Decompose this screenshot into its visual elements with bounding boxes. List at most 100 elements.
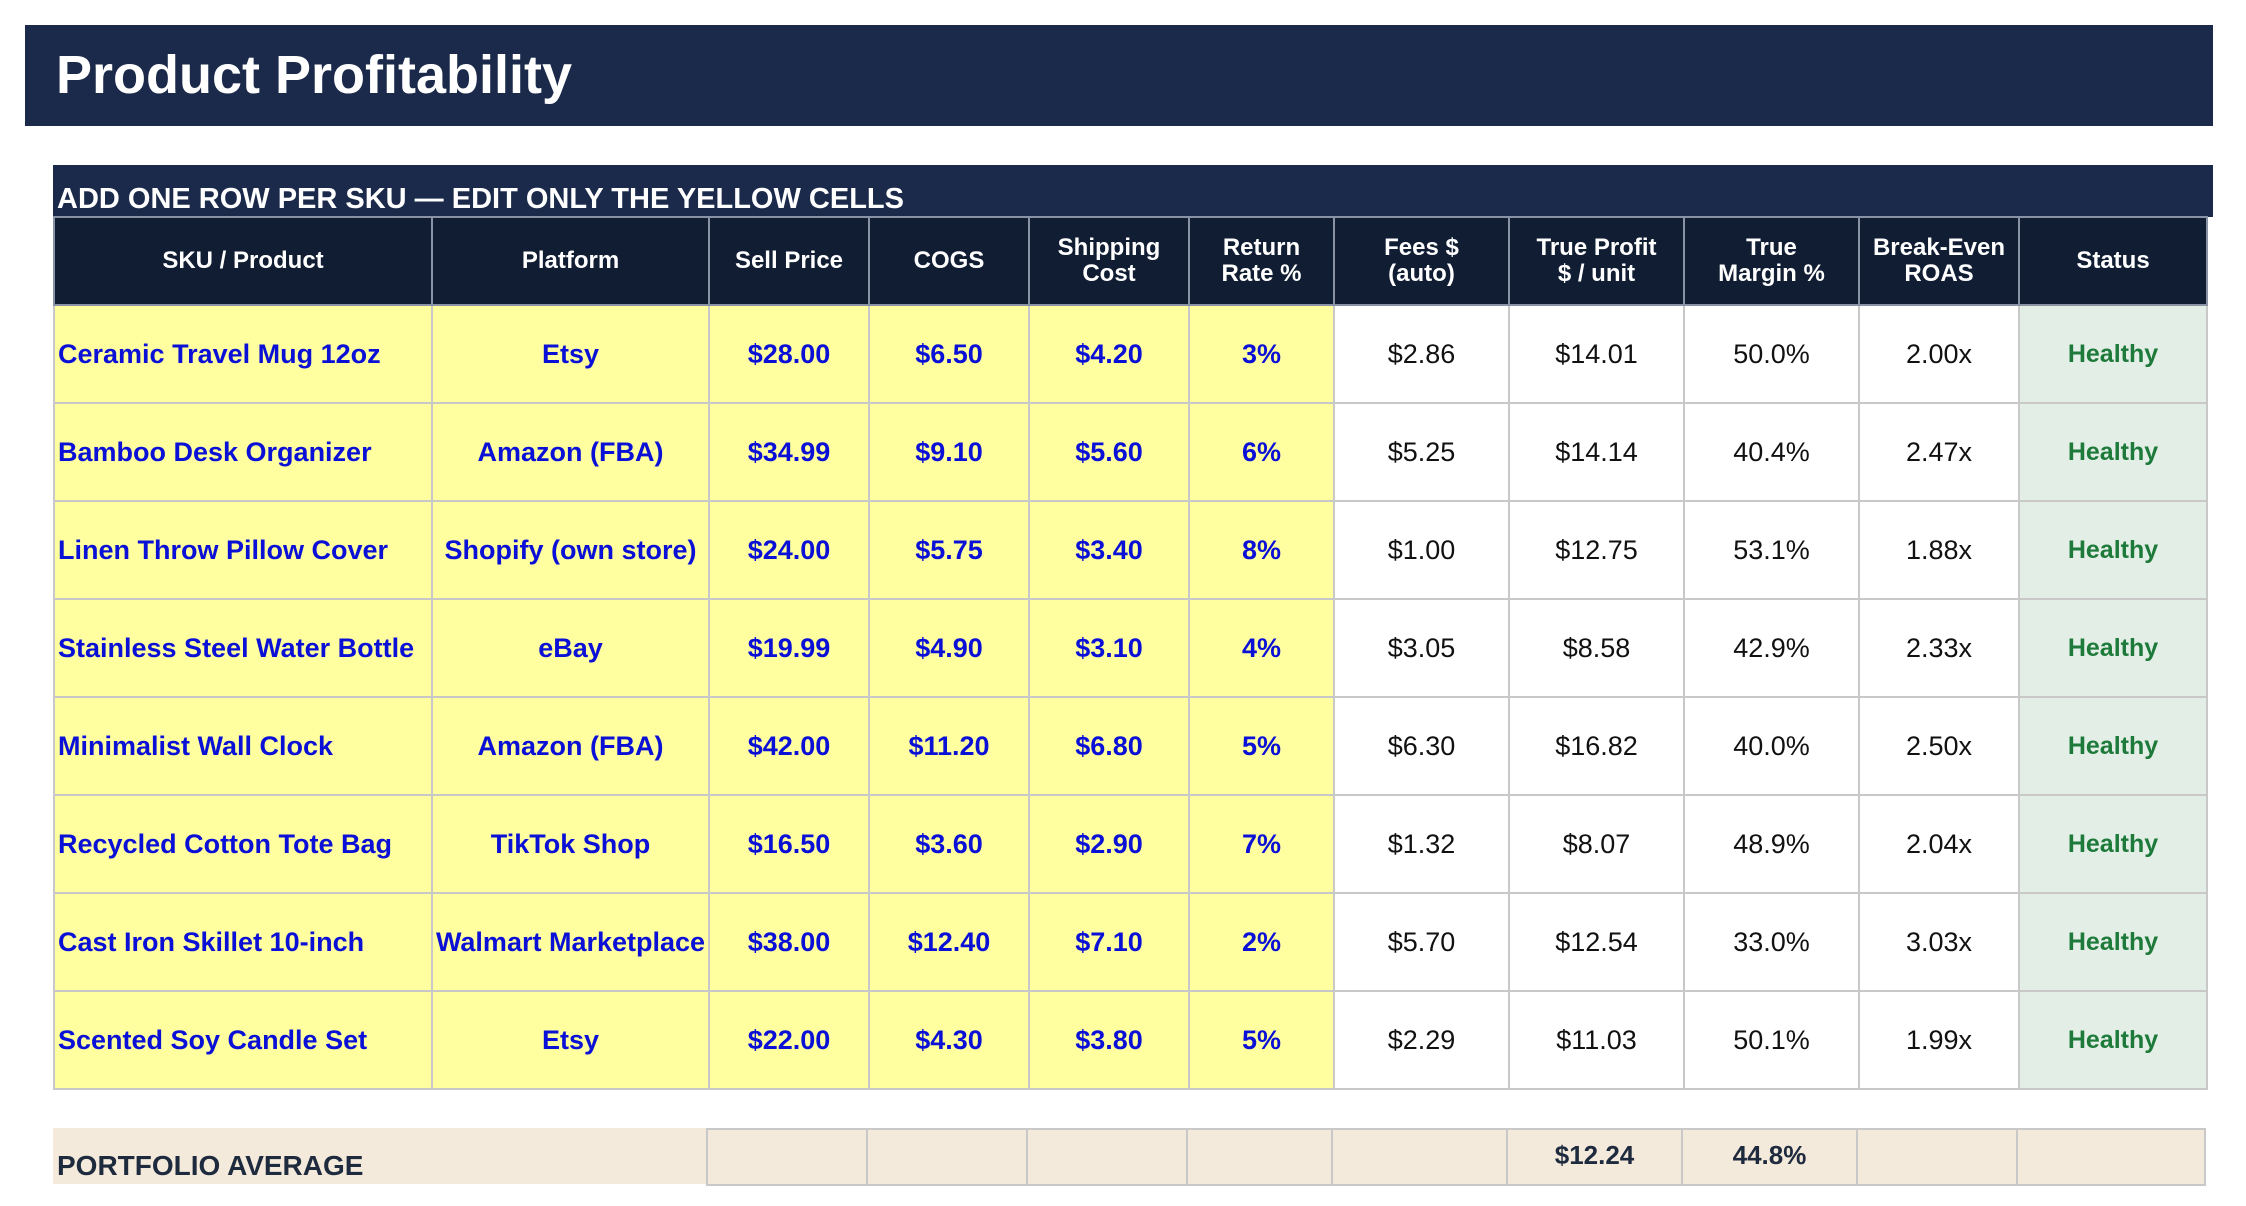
return-rate-cell[interactable]: 4% <box>1188 598 1335 698</box>
status-badge: Healthy <box>2018 500 2208 600</box>
sku-cell[interactable]: Ceramic Travel Mug 12oz <box>53 304 433 404</box>
shipping-cost-cell[interactable]: $2.90 <box>1028 794 1190 894</box>
sku-cell[interactable]: Cast Iron Skillet 10-inch <box>53 892 433 992</box>
status-badge: Healthy <box>2018 402 2208 502</box>
sku-cell[interactable]: Minimalist Wall Clock <box>53 696 433 796</box>
sku-cell[interactable]: Scented Soy Candle Set <box>53 990 433 1090</box>
instructions-text: ADD ONE ROW PER SKU — EDIT ONLY THE YELL… <box>57 183 904 215</box>
break-even-roas-cell: 1.88x <box>1858 500 2020 600</box>
true-margin-cell: 48.9% <box>1683 794 1860 894</box>
true-margin-cell: 53.1% <box>1683 500 1860 600</box>
sell-price-cell[interactable]: $34.99 <box>708 402 870 502</box>
platform-cell[interactable]: Amazon (FBA) <box>431 696 710 796</box>
break-even-roas-cell: 3.03x <box>1858 892 2020 992</box>
col-header-fees: Fees $ (auto) <box>1333 216 1510 306</box>
return-rate-cell[interactable]: 8% <box>1188 500 1335 600</box>
col-header-true-profit: True Profit $ / unit <box>1508 216 1685 306</box>
table-row: Minimalist Wall Clock Amazon (FBA) $42.00 $… <box>53 696 2208 796</box>
page-title: Product Profitability <box>56 45 573 105</box>
sell-price-cell[interactable]: $16.50 <box>708 794 870 894</box>
true-profit-cell: $14.14 <box>1508 402 1685 502</box>
sell-price-cell[interactable]: $42.00 <box>708 696 870 796</box>
break-even-roas-cell: 2.04x <box>1858 794 2020 894</box>
sku-cell[interactable]: Recycled Cotton Tote Bag <box>53 794 433 894</box>
fees-cell: $5.70 <box>1333 892 1510 992</box>
avg-shipping-cell <box>1026 1128 1188 1186</box>
platform-cell[interactable]: Shopify (own store) <box>431 500 710 600</box>
platform-cell[interactable]: Etsy <box>431 990 710 1090</box>
status-badge: Healthy <box>2018 892 2208 992</box>
true-profit-cell: $16.82 <box>1508 696 1685 796</box>
return-rate-cell[interactable]: 5% <box>1188 696 1335 796</box>
true-profit-cell: $11.03 <box>1508 990 1685 1090</box>
sku-cell[interactable]: Stainless Steel Water Bottle <box>53 598 433 698</box>
fees-cell: $5.25 <box>1333 402 1510 502</box>
shipping-cost-cell[interactable]: $5.60 <box>1028 402 1190 502</box>
avg-roas-cell <box>1856 1128 2018 1186</box>
avg-fees-cell <box>1331 1128 1508 1186</box>
platform-cell[interactable]: Walmart Marketplace <box>431 892 710 992</box>
true-margin-cell: 40.4% <box>1683 402 1860 502</box>
true-margin-cell: 50.0% <box>1683 304 1860 404</box>
shipping-cost-cell[interactable]: $3.10 <box>1028 598 1190 698</box>
break-even-roas-cell: 1.99x <box>1858 990 2020 1090</box>
platform-cell[interactable]: Etsy <box>431 304 710 404</box>
cogs-cell[interactable]: $6.50 <box>868 304 1030 404</box>
portfolio-average-label: PORTFOLIO AVERAGE <box>57 1150 364 1181</box>
break-even-roas-cell: 2.50x <box>1858 696 2020 796</box>
true-margin-cell: 42.9% <box>1683 598 1860 698</box>
return-rate-cell[interactable]: 6% <box>1188 402 1335 502</box>
portfolio-average-label-cell: PORTFOLIO AVERAGE <box>53 1128 706 1184</box>
shipping-cost-cell[interactable]: $7.10 <box>1028 892 1190 992</box>
cogs-cell[interactable]: $4.90 <box>868 598 1030 698</box>
table-row: Cast Iron Skillet 10-inch Walmart Marketp… <box>53 892 2208 992</box>
return-rate-cell[interactable]: 5% <box>1188 990 1335 1090</box>
col-header-sell-price: Sell Price <box>708 216 870 306</box>
col-header-shipping-cost: Shipping Cost <box>1028 216 1190 306</box>
status-badge: Healthy <box>2018 990 2208 1090</box>
avg-cogs-cell <box>866 1128 1028 1186</box>
platform-cell[interactable]: eBay <box>431 598 710 698</box>
sku-cell[interactable]: Linen Throw Pillow Cover <box>53 500 433 600</box>
return-rate-cell[interactable]: 3% <box>1188 304 1335 404</box>
col-header-sku: SKU / Product <box>53 216 433 306</box>
shipping-cost-cell[interactable]: $4.20 <box>1028 304 1190 404</box>
table-body: Ceramic Travel Mug 12oz Etsy $28.00 $6.50 $4… <box>53 304 2208 1090</box>
col-header-true-margin: True Margin % <box>1683 216 1860 306</box>
platform-cell[interactable]: TikTok Shop <box>431 794 710 894</box>
sell-price-cell[interactable]: $28.00 <box>708 304 870 404</box>
true-profit-cell: $14.01 <box>1508 304 1685 404</box>
cogs-cell[interactable]: $5.75 <box>868 500 1030 600</box>
sell-price-cell[interactable]: $24.00 <box>708 500 870 600</box>
cogs-cell[interactable]: $11.20 <box>868 696 1030 796</box>
sku-cell[interactable]: Bamboo Desk Organizer <box>53 402 433 502</box>
fees-cell: $3.05 <box>1333 598 1510 698</box>
cogs-cell[interactable]: $9.10 <box>868 402 1030 502</box>
return-rate-cell[interactable]: 7% <box>1188 794 1335 894</box>
true-margin-cell: 50.1% <box>1683 990 1860 1090</box>
sell-price-cell[interactable]: $38.00 <box>708 892 870 992</box>
col-header-break-even-roas: Break-Even ROAS <box>1858 216 2020 306</box>
shipping-cost-cell[interactable]: $3.40 <box>1028 500 1190 600</box>
break-even-roas-cell: 2.33x <box>1858 598 2020 698</box>
shipping-cost-cell[interactable]: $6.80 <box>1028 696 1190 796</box>
table-row: Recycled Cotton Tote Bag TikTok Shop $16.5… <box>53 794 2208 894</box>
return-rate-cell[interactable]: 2% <box>1188 892 1335 992</box>
status-badge: Healthy <box>2018 696 2208 796</box>
platform-cell[interactable]: Amazon (FBA) <box>431 402 710 502</box>
cogs-cell[interactable]: $12.40 <box>868 892 1030 992</box>
header-row: SKU / Product Platform Sell Price COGS S… <box>53 216 2208 306</box>
sell-price-cell[interactable]: $19.99 <box>708 598 870 698</box>
table-row: Bamboo Desk Organizer Amazon (FBA) $34.99 $… <box>53 402 2208 502</box>
true-profit-cell: $8.07 <box>1508 794 1685 894</box>
shipping-cost-cell[interactable]: $3.80 <box>1028 990 1190 1090</box>
sell-price-cell[interactable]: $22.00 <box>708 990 870 1090</box>
true-profit-cell: $12.75 <box>1508 500 1685 600</box>
table-row: Linen Throw Pillow Cover Shopify (own sto… <box>53 500 2208 600</box>
cogs-cell[interactable]: $3.60 <box>868 794 1030 894</box>
cogs-cell[interactable]: $4.30 <box>868 990 1030 1090</box>
table-row: Stainless Steel Water Bottle eBay $19.99 $4… <box>53 598 2208 698</box>
status-badge: Healthy <box>2018 794 2208 894</box>
portfolio-average-row: $12.24 44.8% <box>706 1128 2206 1186</box>
avg-return-cell <box>1186 1128 1333 1186</box>
